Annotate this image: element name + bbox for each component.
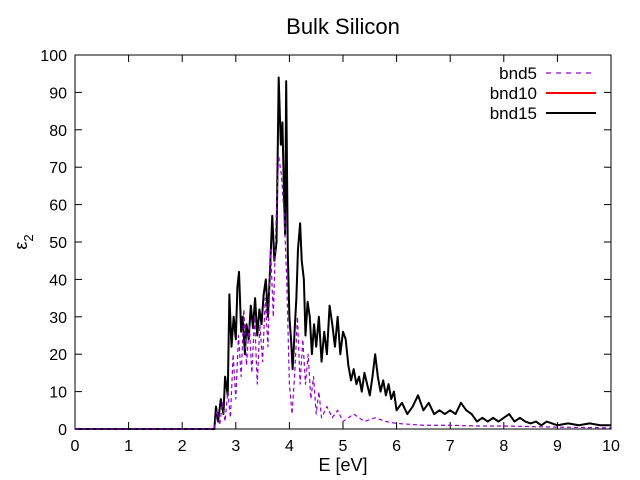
x-tick-label: 3 xyxy=(231,438,240,455)
y-tick-label: 60 xyxy=(49,198,67,215)
y-tick-label: 90 xyxy=(49,85,67,102)
legend-label-bnd5: bnd5 xyxy=(499,64,537,83)
x-tick-label: 8 xyxy=(499,438,508,455)
y-tick-label: 10 xyxy=(49,385,67,402)
y-tick-label: 40 xyxy=(49,272,67,289)
y-tick-label: 30 xyxy=(49,310,67,327)
x-axis-label: E [eV] xyxy=(318,455,367,475)
x-tick-label: 4 xyxy=(285,438,294,455)
y-tick-label: 70 xyxy=(49,160,67,177)
x-axis-ticks: 0 1 2 3 4 5 6 7 8 9 10 xyxy=(71,55,620,455)
chart-title: Bulk Silicon xyxy=(286,14,400,39)
legend-label-bnd15: bnd15 xyxy=(490,104,537,123)
y-tick-label: 80 xyxy=(49,123,67,140)
x-tick-label: 1 xyxy=(124,438,133,455)
x-tick-label: 7 xyxy=(446,438,455,455)
legend-label-bnd10: bnd10 xyxy=(490,84,537,103)
x-tick-label: 6 xyxy=(392,438,401,455)
series-line-bnd5 xyxy=(75,155,612,430)
svg-text:ε2: ε2 xyxy=(11,234,36,249)
y-axis-ticks: 0 10 20 30 40 50 60 70 80 90 100 xyxy=(40,48,611,439)
x-tick-label: 0 xyxy=(71,438,80,455)
y-tick-label: 100 xyxy=(40,48,67,65)
y-tick-label: 20 xyxy=(49,347,67,364)
y-axis-label: ε2 xyxy=(11,234,36,249)
x-tick-label: 5 xyxy=(339,438,348,455)
y-tick-label: 0 xyxy=(58,422,67,439)
x-tick-label: 2 xyxy=(178,438,187,455)
legend: bnd5 bnd10 bnd15 xyxy=(490,64,596,123)
series-line-bnd15 xyxy=(75,76,611,430)
y-axis-label-sub: 2 xyxy=(21,234,36,241)
y-axis-label-main: ε xyxy=(11,242,31,250)
y-tick-label: 50 xyxy=(49,235,67,252)
x-tick-label: 10 xyxy=(602,438,620,455)
x-tick-label: 9 xyxy=(553,438,562,455)
series-layer xyxy=(75,76,612,430)
